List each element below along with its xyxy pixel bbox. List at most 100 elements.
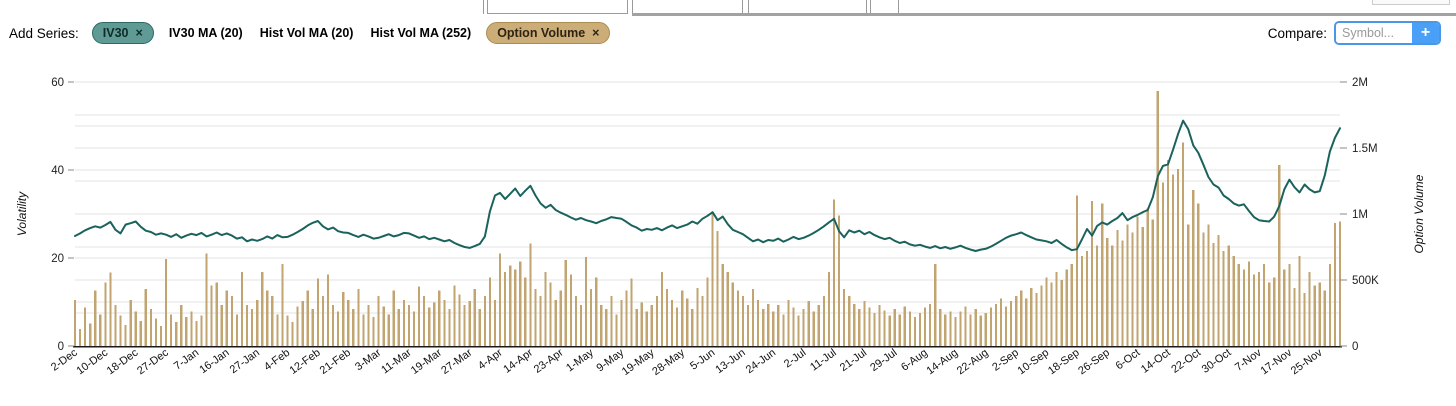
volume-bar: [109, 272, 112, 346]
volume-bar: [807, 301, 810, 346]
volume-bar: [443, 299, 446, 346]
volume-bar: [1268, 282, 1271, 346]
volume-bar: [498, 253, 502, 346]
volume-bar: [1308, 272, 1311, 346]
volume-bar: [1065, 269, 1068, 346]
volume-bar: [681, 290, 684, 346]
volume-bar: [888, 315, 891, 346]
volume-bar: [347, 299, 350, 346]
right-tick-label: 0: [1352, 341, 1358, 353]
left-axis-title: Volatility: [15, 191, 29, 236]
volume-bar: [873, 313, 876, 346]
volume-bar: [1313, 285, 1316, 346]
volume-bar: [590, 289, 593, 346]
remove-series-icon[interactable]: ×: [135, 26, 143, 40]
volume-bar: [969, 314, 972, 346]
volume-bar: [569, 274, 572, 346]
series-chip-label: Option Volume: [497, 26, 586, 40]
volume-bar: [1156, 91, 1159, 346]
compare-symbol-input[interactable]: [1336, 23, 1412, 43]
volume-bar: [848, 295, 851, 346]
volume-bar: [1217, 235, 1220, 346]
series-option-iv30-ma-20[interactable]: IV30 MA (20): [168, 26, 243, 40]
volume-bar: [939, 309, 942, 346]
x-tick-label: 3-Mar: [353, 347, 384, 374]
volume-bar: [600, 305, 603, 346]
volume-bar: [777, 305, 780, 346]
cutoff-tab-1[interactable]: [487, 0, 628, 14]
x-tick-label: 19-May: [620, 346, 657, 378]
volume-bar: [337, 311, 340, 346]
volume-bar: [671, 299, 674, 346]
volume-bar: [1025, 298, 1028, 346]
volume-bar: [1141, 227, 1144, 346]
right-tick-label: 500K: [1352, 275, 1379, 287]
volume-bar: [1278, 165, 1281, 346]
volume-bar: [286, 315, 289, 346]
volume-bar: [817, 305, 820, 346]
volume-bar: [1318, 282, 1321, 346]
x-tick-label: 1-May: [564, 346, 596, 374]
volume-bar: [478, 309, 481, 346]
volume-bar: [878, 305, 881, 346]
x-tick-label: 30-Oct: [1200, 347, 1234, 376]
volume-bar: [731, 282, 734, 346]
volume-bar: [159, 326, 163, 346]
series-chip-iv30[interactable]: IV30 ×: [91, 22, 154, 44]
series-option-hist-vol-ma-20[interactable]: Hist Vol MA (20): [259, 26, 354, 40]
volume-bar: [959, 311, 962, 346]
series-option-hist-vol-ma-252[interactable]: Hist Vol MA (252): [370, 26, 472, 40]
volume-bar: [519, 261, 522, 346]
volume-bar: [746, 305, 750, 346]
right-tick-label: 1M: [1352, 209, 1368, 221]
volume-bar: [630, 278, 633, 346]
volume-bar: [402, 299, 405, 346]
volume-bar: [1273, 277, 1276, 346]
volume-bar: [509, 265, 512, 346]
volume-bar: [1136, 216, 1139, 346]
volume-bar: [853, 303, 856, 346]
volume-bar: [827, 272, 830, 346]
volume-bar: [458, 294, 461, 346]
x-tick-label: 11-Jul: [808, 347, 839, 374]
x-tick-label: 24-Jun: [744, 347, 778, 376]
volume-bar: [1075, 195, 1078, 346]
volume-bar: [1096, 245, 1099, 346]
volume-bar: [1035, 293, 1038, 346]
volume-bar: [1197, 203, 1200, 346]
volume-bar: [605, 309, 608, 346]
volume-bar: [676, 307, 679, 346]
volume-bar: [539, 295, 542, 346]
volume-bar: [883, 310, 886, 346]
volume-bar: [574, 295, 577, 346]
volume-bar: [291, 322, 294, 346]
volume-bar: [1237, 264, 1240, 346]
volume-bar: [564, 260, 567, 346]
volume-bar: [1151, 219, 1154, 346]
volume-bar: [529, 243, 532, 346]
volume-bar: [84, 307, 87, 346]
volume-bar: [412, 311, 416, 346]
volume-bar: [1010, 301, 1013, 346]
volume-bar: [918, 313, 922, 346]
series-chip-option-volume[interactable]: Option Volume ×: [486, 22, 611, 44]
volume-bar: [954, 317, 957, 346]
left-tick-label: 20: [51, 253, 64, 265]
volume-bar: [195, 320, 198, 346]
volume-bar: [296, 306, 299, 346]
volume-bar: [407, 305, 411, 346]
compare-add-button[interactable]: +: [1412, 23, 1439, 43]
volume-bar: [812, 311, 815, 346]
remove-series-icon[interactable]: ×: [592, 26, 600, 40]
volume-bar: [129, 299, 132, 346]
volume-bar: [762, 309, 765, 346]
x-tick-label: 17-Nov: [1258, 346, 1294, 377]
volume-bar: [1091, 200, 1094, 346]
volume-bar: [934, 264, 937, 346]
volume-bar: [225, 290, 228, 346]
volume-bar: [271, 295, 274, 346]
volume-bar: [610, 295, 613, 346]
volume-bar: [215, 282, 218, 346]
